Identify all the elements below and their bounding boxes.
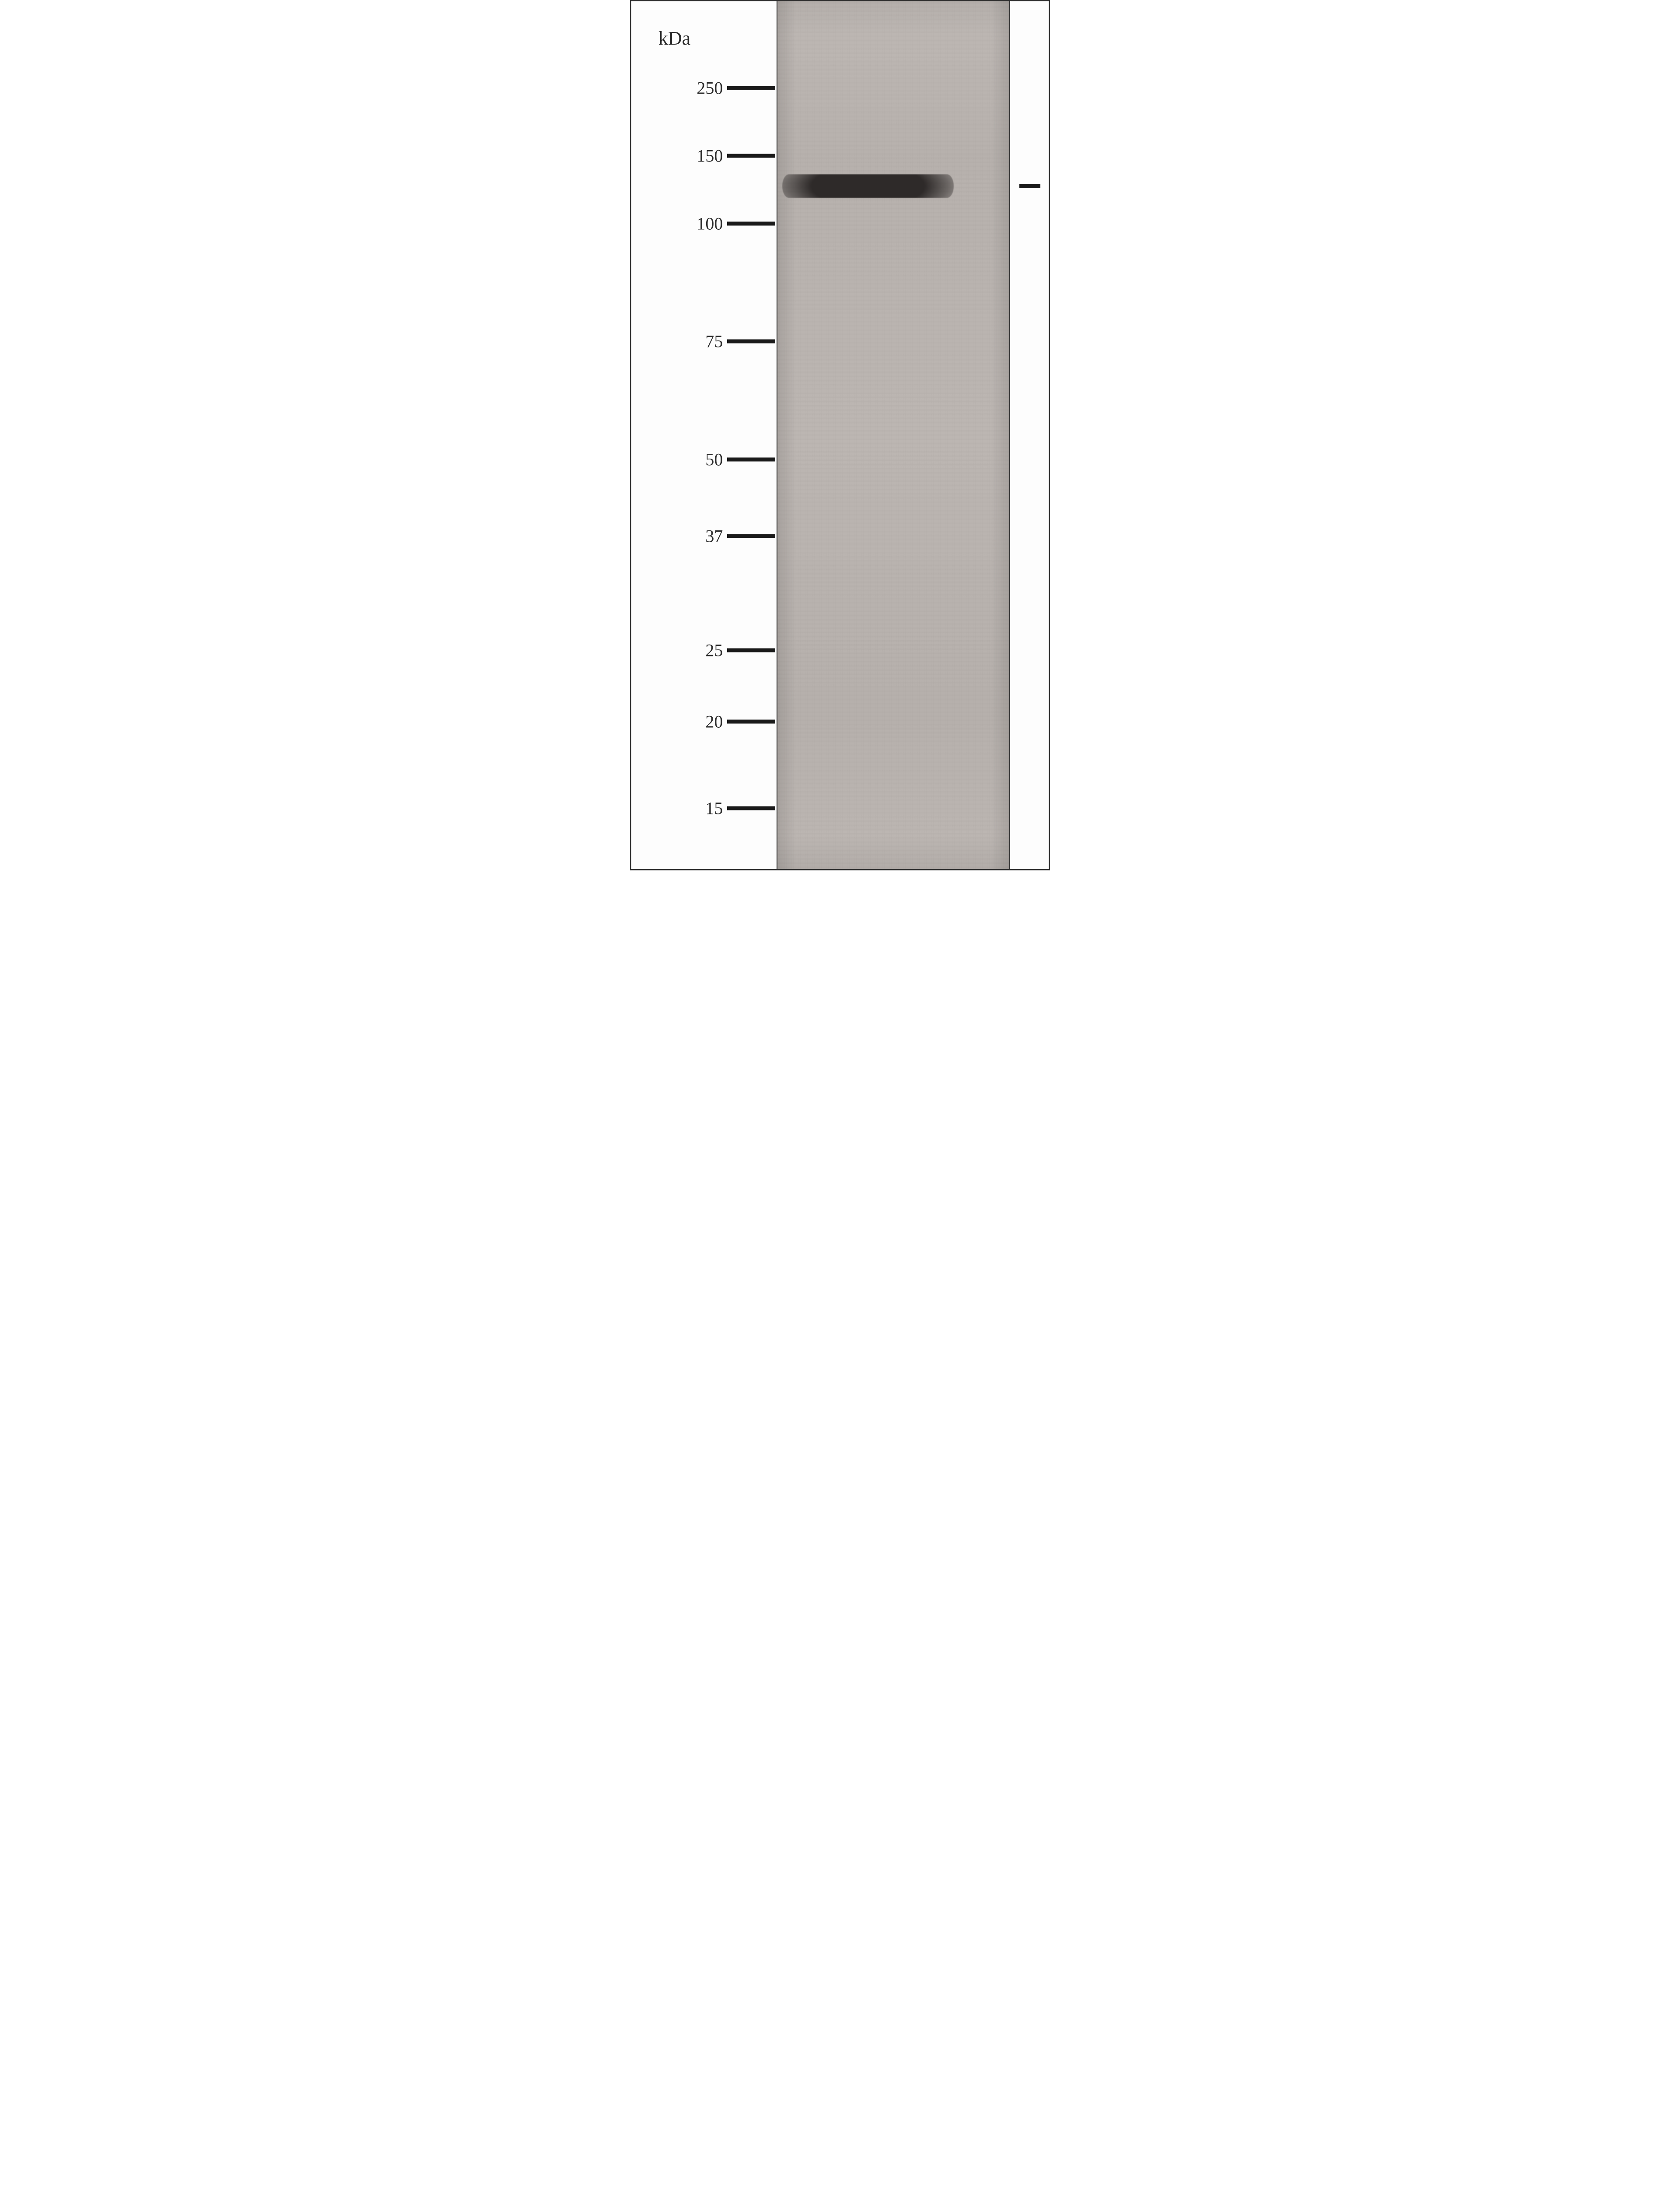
mw-marker-label: 15 (654, 798, 727, 819)
molecular-weight-ladder (631, 1, 775, 869)
band-position-indicator (1019, 184, 1040, 188)
mw-marker-label: 20 (654, 711, 727, 732)
mw-marker-tick (727, 86, 775, 90)
mw-marker-label: 37 (654, 526, 727, 546)
mw-marker-label: 50 (654, 449, 727, 470)
mw-marker-tick (727, 154, 775, 158)
mw-marker-tick (727, 534, 775, 538)
primary-band (782, 175, 954, 198)
mw-marker-label: 250 (654, 78, 727, 98)
mw-marker-tick (727, 719, 775, 723)
mw-marker-label: 100 (654, 213, 727, 234)
mw-marker-tick (727, 458, 775, 462)
mw-marker-tick (727, 649, 775, 652)
mw-marker-label: 75 (654, 331, 727, 352)
mw-marker-37: 37 (654, 526, 775, 546)
mw-marker-label: 25 (654, 640, 727, 661)
mw-marker-20: 20 (654, 711, 775, 732)
mw-marker-label: 150 (654, 145, 727, 166)
mw-marker-75: 75 (654, 331, 775, 352)
western-blot-figure: kDa 250 150 100 75 50 37 25 20 15 (630, 0, 1050, 870)
mw-marker-25: 25 (654, 640, 775, 661)
mw-marker-tick (727, 221, 775, 225)
lane-background (777, 1, 1009, 869)
mw-marker-250: 250 (654, 78, 775, 98)
mw-marker-150: 150 (654, 145, 775, 166)
mw-marker-100: 100 (654, 213, 775, 234)
blot-lane (777, 1, 1010, 869)
mw-marker-tick (727, 340, 775, 344)
mw-marker-50: 50 (654, 449, 775, 470)
axis-title-kda: kDa (658, 27, 690, 49)
mw-marker-15: 15 (654, 798, 775, 819)
mw-marker-tick (727, 806, 775, 810)
